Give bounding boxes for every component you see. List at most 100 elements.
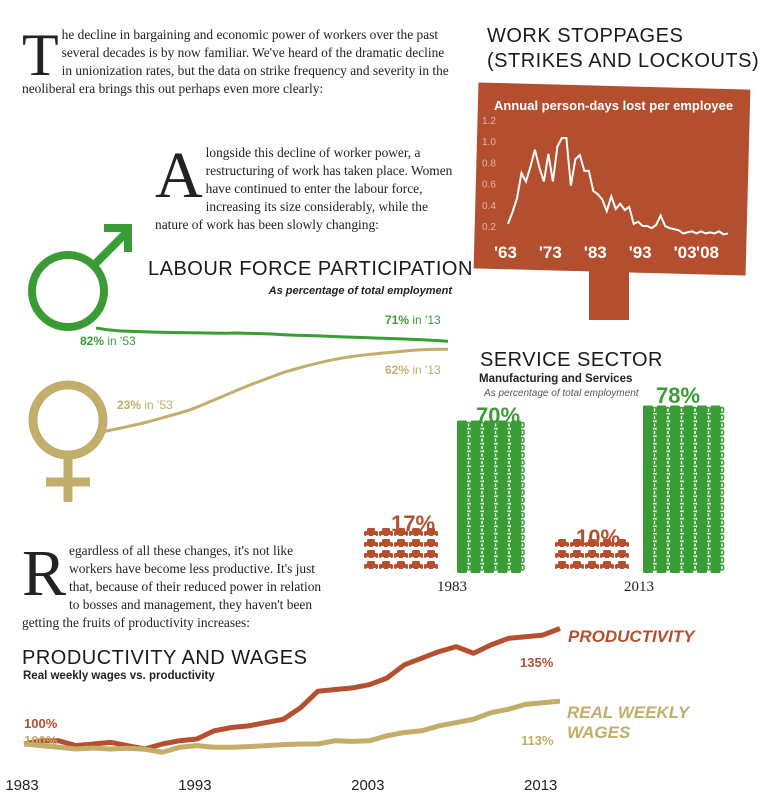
- x-tick-label: '83: [584, 243, 607, 262]
- labour-force-title: LABOUR FORCE PARTICIPATION: [148, 258, 473, 280]
- service-sector-subtitle: Manufacturing and Services: [479, 373, 633, 385]
- x-tick-label: '93: [629, 243, 652, 262]
- productivity-text: egardless of all these changes, it's not…: [22, 543, 322, 630]
- car-icon: [379, 528, 393, 539]
- car-icon: [379, 539, 393, 550]
- car-icon: [424, 528, 438, 539]
- work-stoppages-chart: Annual person-days lost per employee 1.2…: [473, 82, 751, 320]
- car-icon: [570, 561, 584, 572]
- x-tick-label: 2003: [351, 777, 384, 794]
- car-icon: [585, 539, 599, 550]
- chart-title: Annual person-days lost per employee: [494, 98, 733, 113]
- restructuring-text: longside this decline of worker power, a…: [155, 145, 453, 232]
- intro-text: he decline in bargaining and economic po…: [22, 27, 449, 96]
- x-tick-label: '63: [494, 243, 517, 262]
- x-tick-label: 1983: [5, 777, 38, 794]
- car-icon: [394, 539, 408, 550]
- male-symbol-icon: [28, 224, 132, 331]
- services-1983-label: 70%: [476, 403, 521, 428]
- service-sector-chart: [364, 405, 725, 573]
- car-icon: [555, 539, 569, 550]
- car-icon: [570, 550, 584, 561]
- services-2013-label: 78%: [656, 383, 701, 408]
- year-2013-label: 2013: [624, 579, 654, 595]
- productivity-line: [23, 626, 561, 752]
- wages-line: [23, 698, 561, 755]
- car-icon: [600, 539, 614, 550]
- drop-cap: A: [155, 139, 203, 212]
- year-1983-label: 1983: [437, 579, 467, 595]
- car-icon: [424, 550, 438, 561]
- car-icon: [409, 561, 423, 572]
- wages-start-label: 100%: [24, 733, 58, 748]
- cup-icon: [643, 405, 657, 416]
- cup-icon: [683, 405, 698, 416]
- car-icon: [364, 539, 378, 550]
- female-end-label: 62% in '13: [385, 363, 441, 377]
- car-icon: [364, 550, 378, 561]
- manufacturing-2013-label: 10%: [576, 525, 621, 550]
- car-icon: [394, 550, 408, 561]
- car-icon: [394, 528, 408, 539]
- x-tick-label: 2013: [524, 777, 557, 794]
- y-tick-label: 1.0: [482, 137, 496, 148]
- car-icon: [364, 528, 378, 539]
- car-icon: [424, 561, 438, 572]
- car-icon: [379, 561, 393, 572]
- cup-icon: [470, 420, 485, 431]
- y-tick-label: 0.4: [482, 201, 496, 212]
- car-icon: [615, 550, 629, 561]
- stoppage-line: [507, 137, 729, 236]
- car-icon: [615, 539, 629, 550]
- cup-icon: [497, 420, 512, 431]
- cup-icon: [457, 420, 471, 431]
- y-tick-label: 0.8: [482, 158, 496, 169]
- productivity-start-label: 100%: [24, 716, 58, 731]
- x-tick-label: '73: [539, 243, 562, 262]
- car-icon: [555, 561, 569, 572]
- car-icon: [570, 539, 584, 550]
- labour-force-subtitle: As percentage of total employment: [268, 285, 452, 297]
- car-icon: [424, 539, 438, 550]
- male-participation-line: [95, 326, 449, 343]
- cup-icon: [511, 420, 525, 431]
- car-icon: [379, 550, 393, 561]
- productivity-title: PRODUCTIVITY AND WAGES: [22, 647, 308, 669]
- car-icon: [585, 561, 599, 572]
- female-symbol-icon: [28, 380, 108, 502]
- male-start-label: 82% in '53: [80, 334, 136, 348]
- cup-icon: [710, 405, 725, 416]
- productivity-end-label: 135%: [520, 655, 554, 670]
- car-icon: [394, 561, 408, 572]
- car-icon: [600, 561, 614, 572]
- x-tick-label: '03: [674, 243, 697, 262]
- drop-cap: R: [22, 537, 67, 610]
- car-icon: [555, 550, 569, 561]
- cup-icon: [697, 405, 711, 416]
- car-icon: [409, 550, 423, 561]
- productivity-legend: PRODUCTIVITY: [568, 627, 695, 646]
- wages-end-label: 113%: [521, 733, 554, 748]
- labour-force-chart: [28, 224, 449, 502]
- intro-paragraph: T he decline in bargaining and economic …: [22, 22, 452, 98]
- restructuring-paragraph: A longside this decline of worker power,…: [155, 139, 453, 234]
- car-icon: [409, 539, 423, 550]
- productivity-chart: 1983 1993 2003 2013: [5, 626, 561, 794]
- car-icon: [364, 561, 378, 572]
- service-sector-title: SERVICE SECTOR: [480, 349, 663, 371]
- work-stoppages-title: WORK STOPPAGES (STRIKES AND LOCKOUTS): [487, 25, 760, 72]
- x-tick-label: 1993: [178, 777, 211, 794]
- female-start-label: 23% in '53: [117, 398, 173, 412]
- x-tick-label: '08: [696, 243, 719, 262]
- y-tick-label: 0.2: [482, 222, 496, 233]
- service-sector-note: As percentage of total employment: [484, 388, 639, 399]
- car-icon: [409, 528, 423, 539]
- cup-icon: [484, 420, 498, 431]
- productivity-paragraph: R egardless of all these changes, it's n…: [22, 537, 322, 632]
- female-participation-line: [95, 347, 448, 437]
- y-tick-label: 0.6: [482, 180, 496, 191]
- manufacturing-1983-label: 17%: [391, 511, 436, 536]
- cup-icon: [656, 405, 671, 416]
- drop-cap: T: [22, 22, 59, 88]
- y-tick-label: 1.2: [482, 116, 496, 127]
